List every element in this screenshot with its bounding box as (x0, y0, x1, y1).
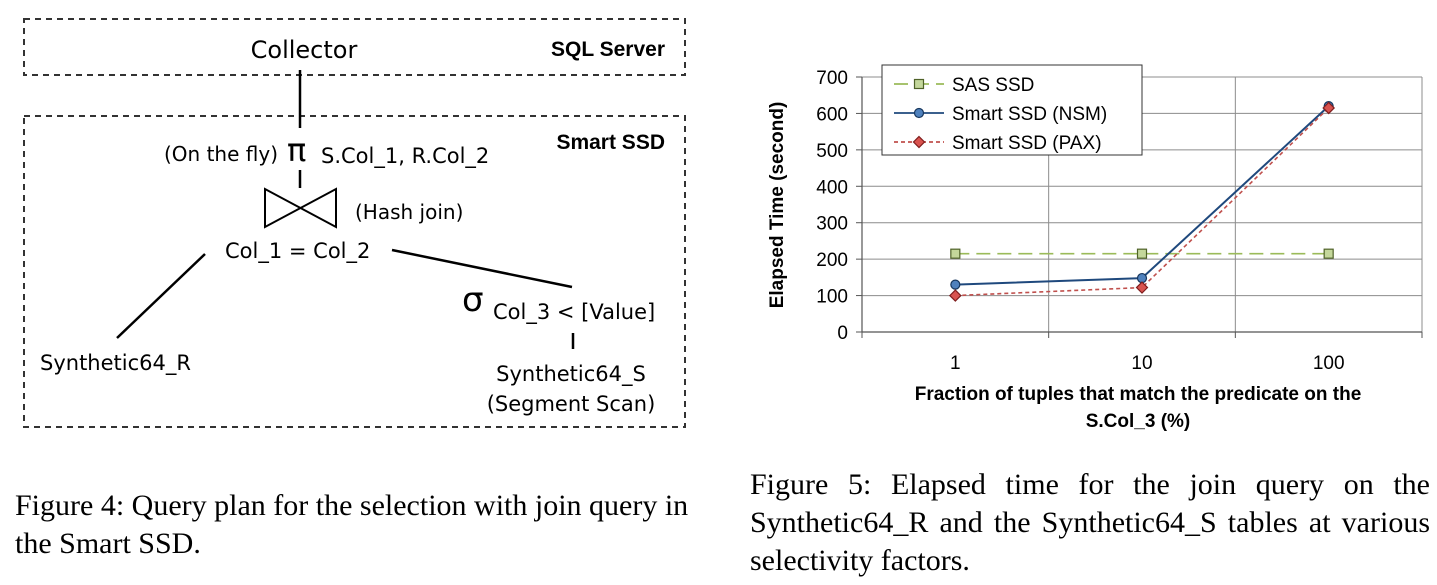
data-point (1322, 101, 1336, 115)
left-edge (116, 253, 206, 339)
data-point (912, 135, 926, 149)
join-bowtie-icon (264, 187, 337, 229)
y-tick-label: 500 (816, 141, 848, 162)
right-table-scan-label: (Segment Scan) (487, 392, 656, 416)
legend-entry: SAS SSD (894, 75, 1034, 96)
projection-prefix: (On the fly) (164, 142, 278, 166)
legend-label: Smart SSD (PAX) (952, 133, 1102, 154)
right-edge (391, 248, 573, 289)
legend-box (881, 64, 1143, 156)
chart-legend: SAS SSD Smart SSD (NSM) Smart SSD (PAX) (881, 64, 1143, 156)
selection-condition: Col_3 < [Value] (493, 300, 655, 325)
sql-server-label: SQL Server (551, 38, 665, 61)
figure4-caption: Figure 4: Query plan for the selection w… (15, 489, 689, 560)
data-point (950, 279, 961, 290)
y-tick-label: 0 (837, 323, 848, 344)
x-axis-label-line2: S.Col_3 (%) (1086, 411, 1191, 432)
projection-columns: S.Col_1, R.Col_2 (321, 144, 489, 169)
x-axis-label-line1: Fraction of tuples that match the predic… (915, 384, 1362, 405)
data-point (1323, 248, 1334, 259)
y-tick-label: 600 (816, 104, 848, 125)
y-tick-label: 400 (816, 177, 848, 198)
series-smart-ssd-pax (948, 101, 1336, 302)
right-table-label: Synthetic64_S (496, 362, 646, 387)
series-line (955, 107, 1330, 297)
chart-axes: 0 100 200 300 400 500 600 700 1 10 100 (816, 68, 1423, 374)
data-point (913, 78, 925, 90)
sql-server-box (23, 18, 686, 76)
x-tick-label: 1 (950, 353, 961, 374)
join-condition: Col_1 = Col_2 (225, 239, 370, 264)
projection-symbol: π (287, 131, 306, 169)
y-axis-label: Elapsed Time (second) (767, 102, 788, 309)
query-plan-diagram: SQL Server Collector Smart SSD (On the f… (23, 18, 686, 428)
figure5-caption: Figure 5: Elapsed time for the join quer… (750, 468, 1430, 577)
legend-entry: Smart SSD (NSM) (894, 104, 1107, 125)
legend-entry: Smart SSD (PAX) (894, 133, 1102, 154)
selection-symbol: σ (462, 280, 484, 320)
data-point (1136, 248, 1148, 259)
smart-ssd-label: Smart SSD (556, 131, 665, 154)
y-tick-label: 200 (816, 250, 848, 271)
join-label: (Hash join) (355, 200, 463, 224)
smart-ssd-box (23, 115, 686, 428)
legend-label: SAS SSD (952, 75, 1034, 96)
series-sas-ssd (950, 248, 1334, 259)
x-tick-label: 100 (1313, 353, 1345, 374)
collector-label: Collector (251, 36, 358, 64)
y-tick-label: 700 (816, 68, 848, 89)
data-point (913, 107, 925, 119)
elapsed-time-chart: 0 100 200 300 400 500 600 700 1 10 100 SAS SSD Smar… (767, 64, 1423, 432)
y-tick-label: 300 (816, 214, 848, 235)
data-point (950, 248, 961, 259)
chart-series (948, 101, 1336, 302)
left-table-label: Synthetic64_R (40, 351, 191, 376)
x-tick-label: 10 (1131, 353, 1152, 374)
data-point (948, 289, 962, 302)
y-tick-label: 100 (816, 287, 848, 308)
data-point (1135, 281, 1149, 294)
legend-label: Smart SSD (NSM) (952, 104, 1107, 125)
